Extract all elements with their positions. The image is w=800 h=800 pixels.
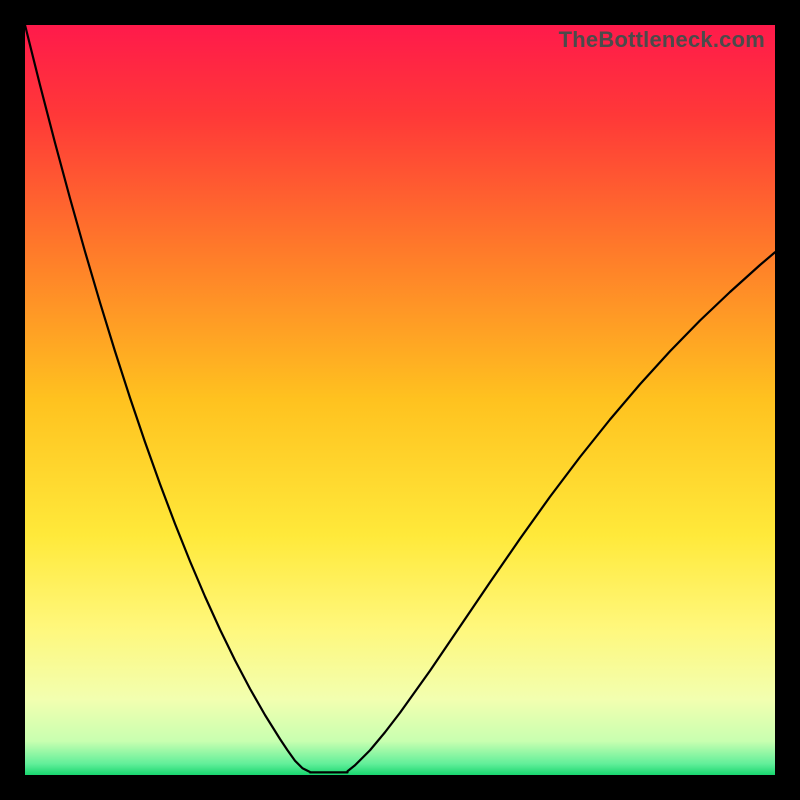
chart-frame: TheBottleneck.com <box>0 0 800 800</box>
minimum-marker <box>0 397 704 800</box>
watermark-text: TheBottleneck.com <box>559 27 765 53</box>
plot-area <box>25 25 775 775</box>
